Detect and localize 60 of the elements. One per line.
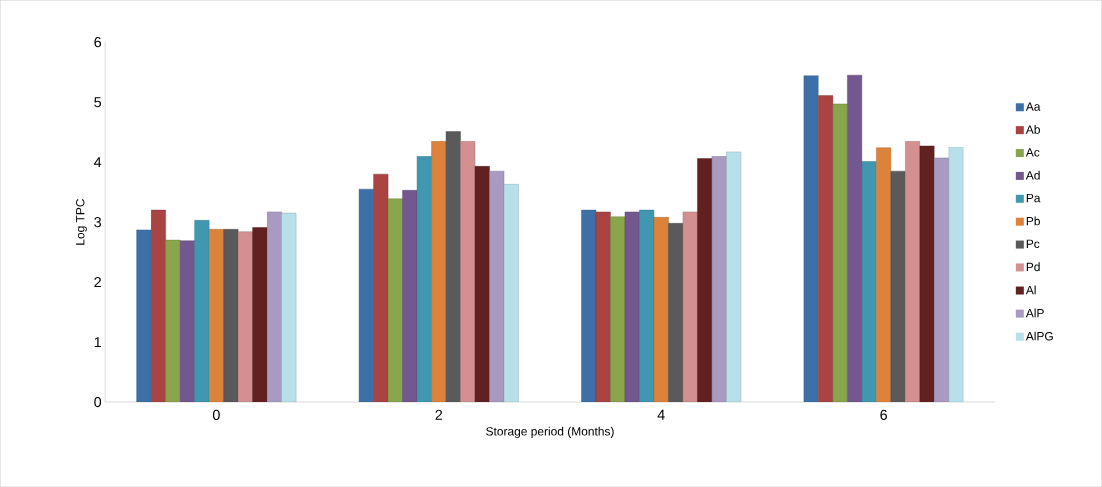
legend-label: Aa — [1025, 102, 1041, 111]
bar — [905, 140, 921, 402]
bar — [489, 170, 505, 402]
legend-label: AlPG — [1025, 331, 1053, 341]
bar — [639, 209, 655, 402]
bar — [431, 140, 447, 402]
y-tick-label: 5 — [94, 97, 102, 108]
bar — [581, 209, 597, 402]
bar — [237, 231, 253, 402]
bar — [876, 147, 892, 402]
legend-label: AlP — [1025, 308, 1044, 318]
y-axis-title: Log TPC — [76, 198, 87, 245]
bar — [668, 223, 684, 402]
x-tick-label: 0 — [212, 409, 220, 420]
bar — [610, 216, 626, 402]
bar — [832, 103, 848, 402]
bar — [358, 188, 374, 402]
legend-label: Ab — [1025, 124, 1040, 134]
bar — [682, 211, 698, 402]
bar — [416, 155, 432, 402]
x-tick-label: 6 — [880, 409, 887, 420]
bar — [387, 198, 403, 402]
bar — [194, 220, 210, 402]
legend-label: Al — [1025, 285, 1036, 295]
bar — [165, 239, 181, 402]
bar — [223, 229, 239, 402]
bar — [208, 229, 224, 402]
y-tick-label: 4 — [94, 157, 102, 167]
bar — [595, 211, 611, 402]
y-tick-label: 3 — [94, 216, 102, 228]
legend-label: Pb — [1026, 216, 1040, 226]
bar — [948, 146, 964, 402]
y-tick-label: 2 — [94, 276, 101, 287]
bar — [890, 170, 906, 402]
bar — [803, 75, 819, 402]
y-tick-label: 1 — [94, 337, 101, 347]
bar — [711, 155, 727, 402]
legend-label: Pc — [1026, 239, 1040, 248]
legend-label: Pa — [1026, 193, 1041, 203]
bar — [150, 209, 166, 402]
x-axis-title: Storage period (Months) — [486, 426, 614, 438]
bar — [503, 184, 519, 402]
x-tick-label: 2 — [435, 409, 443, 420]
legend-label: Ad — [1025, 170, 1040, 180]
bar — [934, 157, 950, 402]
bar — [653, 217, 669, 402]
legend-label: Pd — [1026, 262, 1040, 272]
bar — [373, 173, 389, 402]
bar — [861, 161, 877, 402]
bar — [281, 212, 297, 402]
bar — [136, 229, 152, 402]
legend-label: Ac — [1025, 148, 1040, 157]
y-tick-label: 6 — [94, 37, 102, 48]
bar — [266, 211, 282, 402]
bar — [726, 151, 742, 402]
y-tick-label: 0 — [94, 396, 102, 408]
bar — [460, 140, 476, 402]
bar — [445, 131, 461, 402]
x-tick-label: 4 — [657, 409, 665, 420]
bar — [818, 95, 834, 402]
